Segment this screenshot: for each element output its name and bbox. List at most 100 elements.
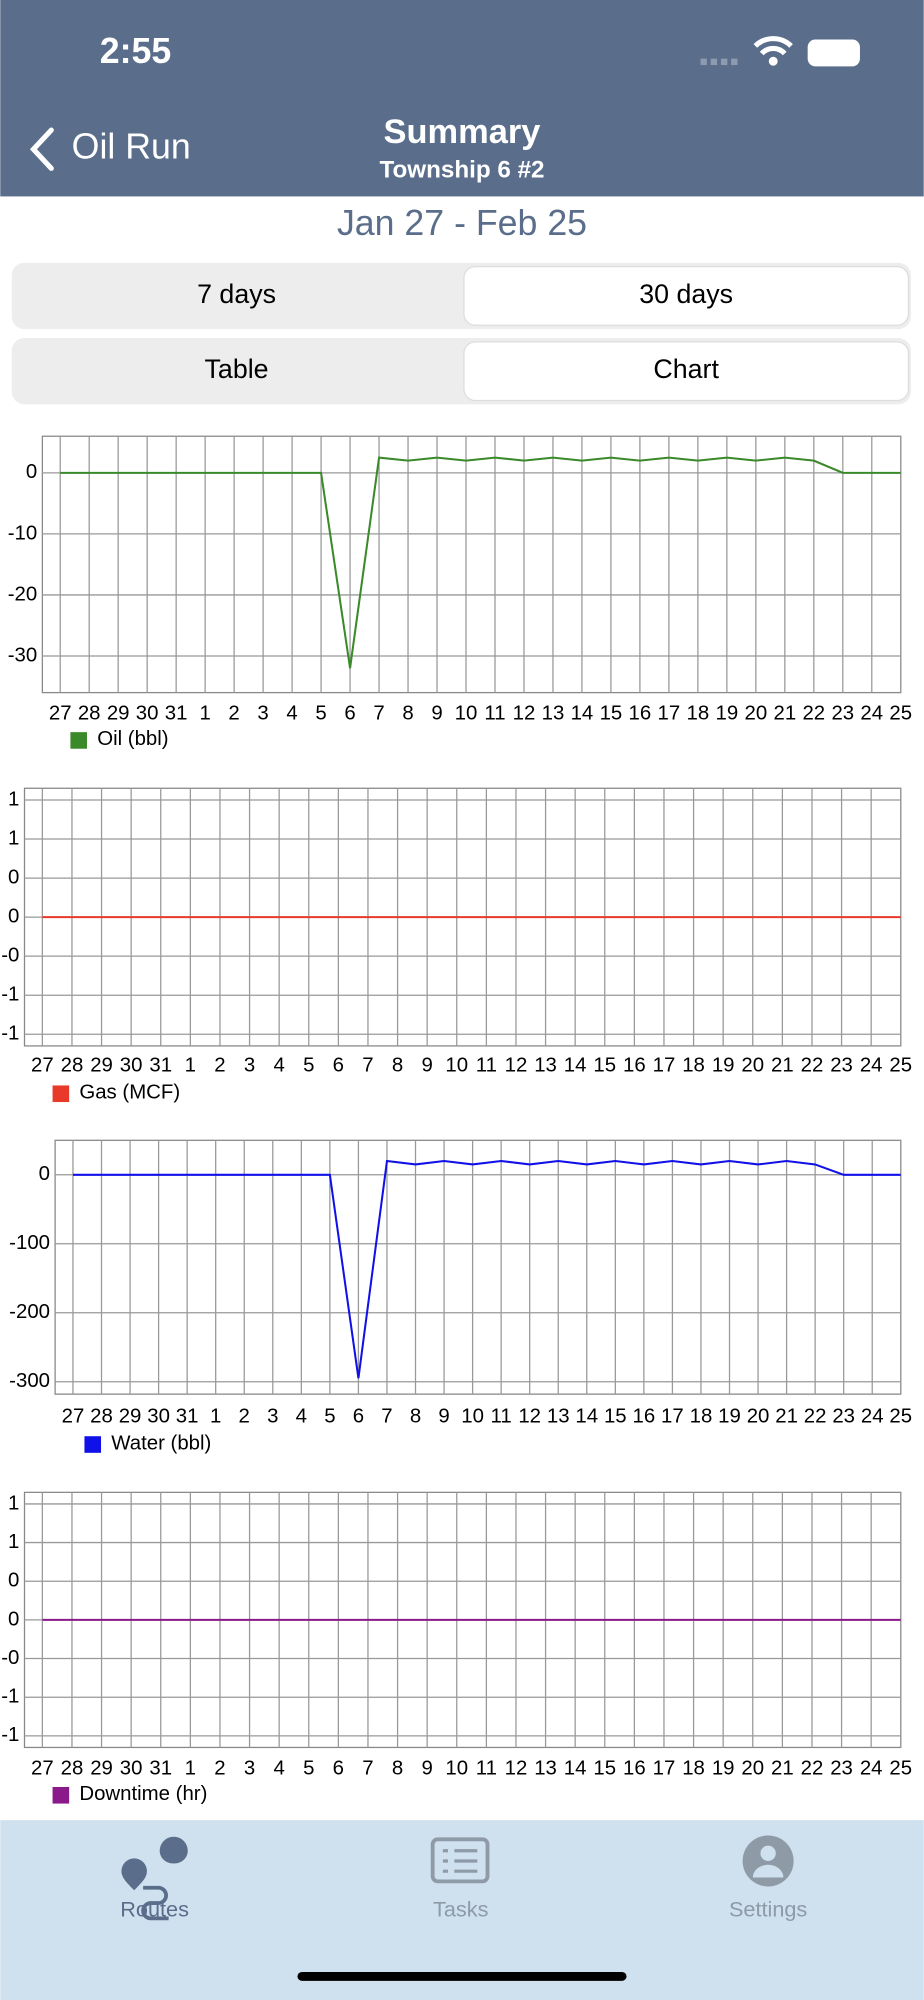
x-tick-label: 27 bbox=[31, 1055, 54, 1077]
y-tick-label: 1 bbox=[8, 1531, 19, 1553]
x-tick-label: 10 bbox=[445, 1758, 468, 1780]
signal bbox=[700, 58, 738, 66]
y-tick-label: -200 bbox=[9, 1301, 50, 1323]
x-tick-label: 27 bbox=[49, 703, 72, 725]
x-tick-label: 27 bbox=[62, 1405, 85, 1427]
x-tick-label: 6 bbox=[353, 1405, 364, 1427]
legend-label: Gas (MCF) bbox=[79, 1082, 180, 1104]
x-tick-label: 13 bbox=[547, 1405, 570, 1427]
x-tick-label: 3 bbox=[244, 1055, 255, 1077]
x-tick-label: 8 bbox=[392, 1758, 403, 1780]
x-tick-label: 11 bbox=[491, 1405, 512, 1427]
legend-label: Water (bbl) bbox=[111, 1432, 211, 1454]
x-tick-label: 14 bbox=[564, 1055, 587, 1077]
x-tick-label: 17 bbox=[658, 703, 681, 725]
x-tick-label: 28 bbox=[61, 1758, 84, 1780]
legend-swatch bbox=[52, 1786, 70, 1804]
x-tick-label: 14 bbox=[571, 703, 594, 725]
y-tick-label: 0 bbox=[8, 905, 19, 927]
x-tick-label: 23 bbox=[830, 1055, 853, 1077]
plot-frame bbox=[54, 1139, 902, 1395]
x-tick-label: 10 bbox=[461, 1405, 484, 1427]
x-tick-label: 8 bbox=[392, 1055, 403, 1077]
x-tick-label: 13 bbox=[542, 703, 565, 725]
segment-option[interactable]: 30 days bbox=[639, 279, 733, 309]
x-tick-label: 20 bbox=[747, 1405, 770, 1427]
settings-icon[interactable] bbox=[742, 1835, 794, 1887]
y-tick-label: 0 bbox=[8, 1608, 19, 1630]
x-tick-label: 28 bbox=[78, 703, 101, 725]
back-button[interactable]: Oil Run bbox=[29, 127, 191, 171]
header bbox=[0, 0, 924, 197]
legend-swatch bbox=[84, 1436, 102, 1453]
x-tick-label: 8 bbox=[410, 1405, 421, 1427]
segment-option[interactable]: 7 days bbox=[197, 279, 276, 309]
x-tick-label: 22 bbox=[801, 1758, 824, 1780]
x-tick-label: 24 bbox=[860, 703, 883, 725]
x-tick-label: 5 bbox=[315, 703, 326, 725]
x-tick-label: 1 bbox=[199, 703, 210, 725]
x-tick-label: 22 bbox=[802, 703, 825, 725]
wifi bbox=[753, 36, 793, 56]
x-tick-label: 13 bbox=[534, 1758, 557, 1780]
segment-option[interactable]: Table bbox=[205, 354, 269, 384]
x-tick-label: 21 bbox=[771, 1758, 794, 1780]
x-tick-label: 25 bbox=[889, 703, 912, 725]
back-chevron[interactable] bbox=[29, 127, 54, 171]
y-tick-label: -1 bbox=[1, 1686, 19, 1708]
y-tick-label: 0 bbox=[26, 461, 37, 483]
x-tick-label: 18 bbox=[690, 1405, 713, 1427]
x-tick-label: 1 bbox=[185, 1758, 196, 1780]
legend-label: Downtime (hr) bbox=[79, 1783, 207, 1805]
x-tick-label: 20 bbox=[745, 703, 768, 725]
x-tick-label: 15 bbox=[604, 1405, 627, 1427]
tasks-icon[interactable] bbox=[430, 1837, 490, 1884]
nav-title: Summary bbox=[384, 113, 541, 151]
routes-icon[interactable] bbox=[121, 1836, 188, 1921]
x-tick-label: 27 bbox=[31, 1758, 54, 1780]
x-tick-label: 12 bbox=[518, 1405, 541, 1427]
x-tick-label: 24 bbox=[860, 1055, 883, 1077]
x-tick-label: 29 bbox=[119, 1405, 142, 1427]
x-tick-label: 12 bbox=[505, 1055, 528, 1077]
x-tick-label: 21 bbox=[775, 1405, 798, 1427]
y-tick-label: -1 bbox=[1, 1023, 19, 1045]
segment-option[interactable]: Chart bbox=[653, 354, 719, 384]
x-tick-label: 20 bbox=[741, 1055, 764, 1077]
x-tick-label: 4 bbox=[296, 1405, 307, 1427]
x-tick-label: 30 bbox=[147, 1405, 170, 1427]
x-tick-label: 16 bbox=[623, 1758, 646, 1780]
y-tick-label: -100 bbox=[9, 1232, 50, 1254]
x-tick-label: 30 bbox=[120, 1758, 143, 1780]
x-tick-label: 28 bbox=[61, 1055, 84, 1077]
plot-frame bbox=[41, 435, 902, 694]
tab-label[interactable]: Tasks bbox=[433, 1896, 489, 1921]
y-tick-label: 1 bbox=[8, 1492, 19, 1514]
x-tick-label: 16 bbox=[623, 1055, 646, 1077]
battery bbox=[807, 39, 860, 67]
legend-swatch bbox=[52, 1085, 70, 1103]
x-tick-label: 18 bbox=[682, 1055, 705, 1077]
segment-selected[interactable] bbox=[463, 341, 910, 402]
x-tick-label: 9 bbox=[431, 703, 442, 725]
x-tick-label: 28 bbox=[90, 1405, 113, 1427]
x-tick-label: 2 bbox=[239, 1405, 250, 1427]
x-tick-label: 11 bbox=[476, 1055, 497, 1077]
x-tick-label: 19 bbox=[712, 1758, 735, 1780]
x-tick-label: 6 bbox=[333, 1758, 344, 1780]
back-label[interactable]: Oil Run bbox=[72, 127, 191, 167]
y-tick-label: 1 bbox=[8, 827, 19, 849]
x-tick-label: 31 bbox=[176, 1405, 199, 1427]
x-tick-label: 21 bbox=[771, 1055, 794, 1077]
x-tick-label: 1 bbox=[210, 1405, 221, 1427]
x-tick-label: 10 bbox=[445, 1055, 468, 1077]
x-tick-label: 31 bbox=[165, 703, 188, 725]
x-tick-label: 31 bbox=[149, 1758, 172, 1780]
tab-label[interactable]: Routes bbox=[120, 1896, 189, 1921]
x-tick-label: 30 bbox=[136, 703, 159, 725]
segment-selected[interactable] bbox=[463, 265, 910, 326]
x-tick-label: 25 bbox=[889, 1758, 912, 1780]
tab-label[interactable]: Settings bbox=[729, 1896, 807, 1921]
x-tick-label: 10 bbox=[455, 703, 478, 725]
